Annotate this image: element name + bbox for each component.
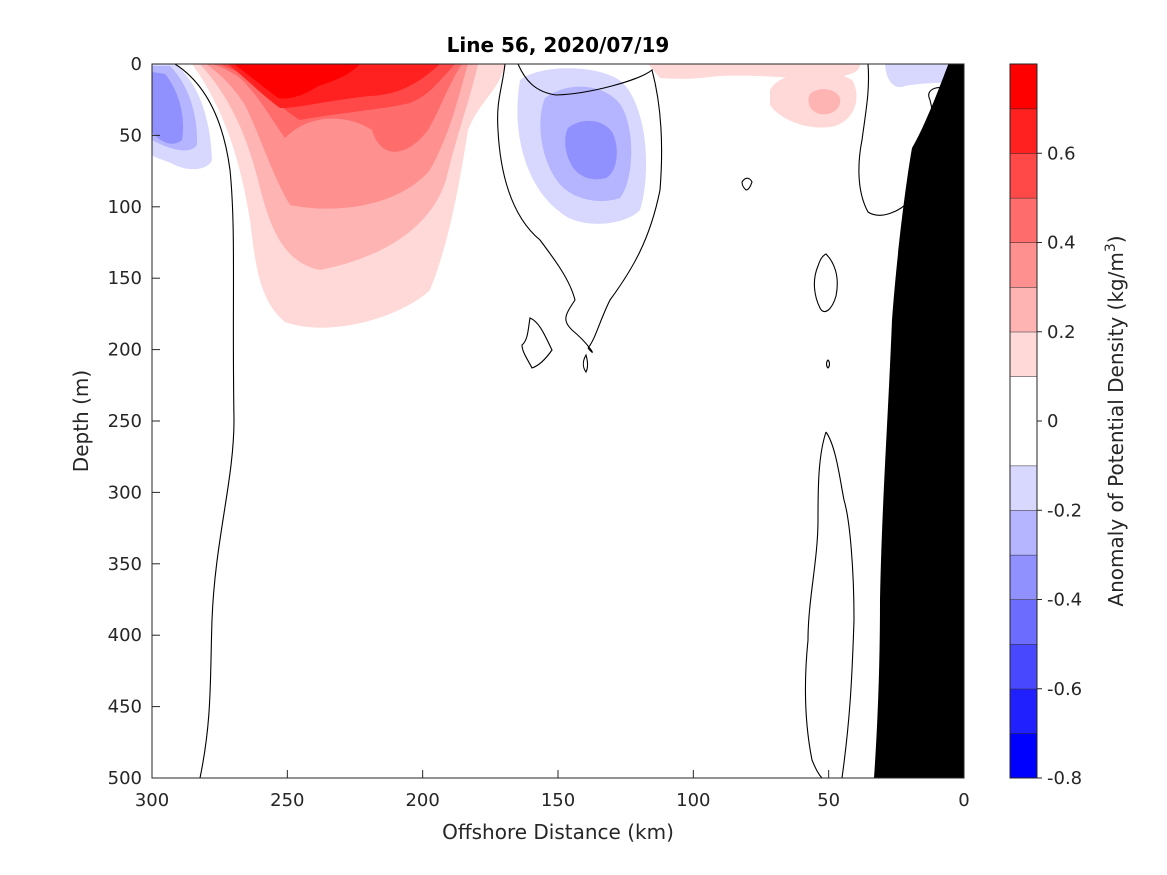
zero-contour-positive-right [497,64,593,353]
colorbar-swatch-13 [1010,108,1037,154]
zero-contour-negative-center [517,64,663,349]
y-axis-label: Depth (m) [69,370,93,472]
nearshore-negative-level-3 [565,120,617,180]
colorbar-tick-label-7: 0.6 [1047,143,1076,164]
x-tick-label-3: 150 [541,790,575,811]
y-tick-label-9: 450 [108,697,142,718]
colorbar-swatch-10 [1010,242,1037,288]
colorbar-tick-label-6: 0.4 [1047,233,1076,254]
y-tick-label-3: 150 [108,268,142,289]
colorbar-label-main: Anomaly of Potential Density (kg/m [1104,252,1128,606]
x-axis: 300 250 200 150 100 50 0 [135,770,970,811]
y-tick-label-5: 250 [108,411,142,432]
y-tick-label-1: 50 [119,125,142,146]
colorbar-tick-label-0: -0.8 [1047,768,1082,789]
x-tick-label-1: 250 [270,790,304,811]
offshore-negative-level-3 [152,72,184,144]
y-tick-label-7: 350 [108,554,142,575]
colorbar-label-sup: 3 [1103,243,1119,252]
colorbar-swatch-3 [1010,599,1037,645]
chart-title: Line 56, 2020/07/19 [447,33,670,57]
colorbar-tick-label-5: 0.2 [1047,322,1076,343]
colorbar-label: Anomaly of Potential Density (kg/m3) [1103,235,1128,606]
colorbar-tick-label-1: -0.6 [1047,679,1082,700]
colorbar-swatch-4 [1010,554,1037,600]
zero-contour-offshore [174,64,235,778]
colorbar-swatch-7 [1010,376,1037,466]
colorbar [1010,63,1037,778]
y-tick-label-4: 200 [108,340,142,361]
colorbar-swatch-14 [1010,64,1037,109]
zero-contour-island-3 [741,177,753,191]
seafloor-bathymetry [874,64,964,778]
colorbar-swatch-0 [1010,733,1037,778]
colorbar-swatch-12 [1010,153,1037,198]
y-tick-label-2: 100 [108,197,142,218]
colorbar-swatch-11 [1010,197,1037,243]
coastal-positive-patch-core [808,89,841,115]
zero-contour-island-1 [521,317,553,369]
x-axis-label: Offshore Distance (km) [442,820,674,844]
colorbar-swatch-1 [1010,688,1037,734]
y-axis: 0 50 100 150 200 250 300 350 400 450 500 [108,54,160,789]
colorbar-label-close: ) [1104,235,1128,243]
zero-contour-mid-dot [825,359,831,369]
y-tick-label-8: 400 [108,625,142,646]
colorbar-tick-label-3: -0.2 [1047,500,1082,521]
x-tick-label-2: 200 [405,790,439,811]
colorbar-tick-label-4: 0 [1047,411,1058,432]
y-tick-label-0: 0 [131,54,142,75]
zero-contour-deep [804,431,855,778]
zero-contour-island-2 [582,353,589,374]
x-tick-label-5: 50 [817,790,840,811]
zero-contour-mid-blob [813,253,838,313]
colorbar-swatch-2 [1010,644,1037,689]
x-tick-label-0: 300 [135,790,169,811]
positive-core [234,64,360,99]
colorbar-swatch-5 [1010,510,1037,555]
colorbar-swatch-8 [1010,331,1037,377]
x-tick-label-6: 0 [958,790,969,811]
colorbar-swatch-6 [1010,465,1037,511]
colorbar-tick-label-2: -0.4 [1047,590,1082,611]
y-tick-label-10: 500 [108,768,142,789]
density-field [152,64,964,778]
x-tick-label-4: 100 [676,790,710,811]
y-tick-label-6: 300 [108,482,142,503]
colorbar-swatch-9 [1010,287,1037,332]
colorbar-axis: -0.8 -0.6 -0.4 -0.2 0 0.2 0.4 0.6 [1037,143,1082,789]
